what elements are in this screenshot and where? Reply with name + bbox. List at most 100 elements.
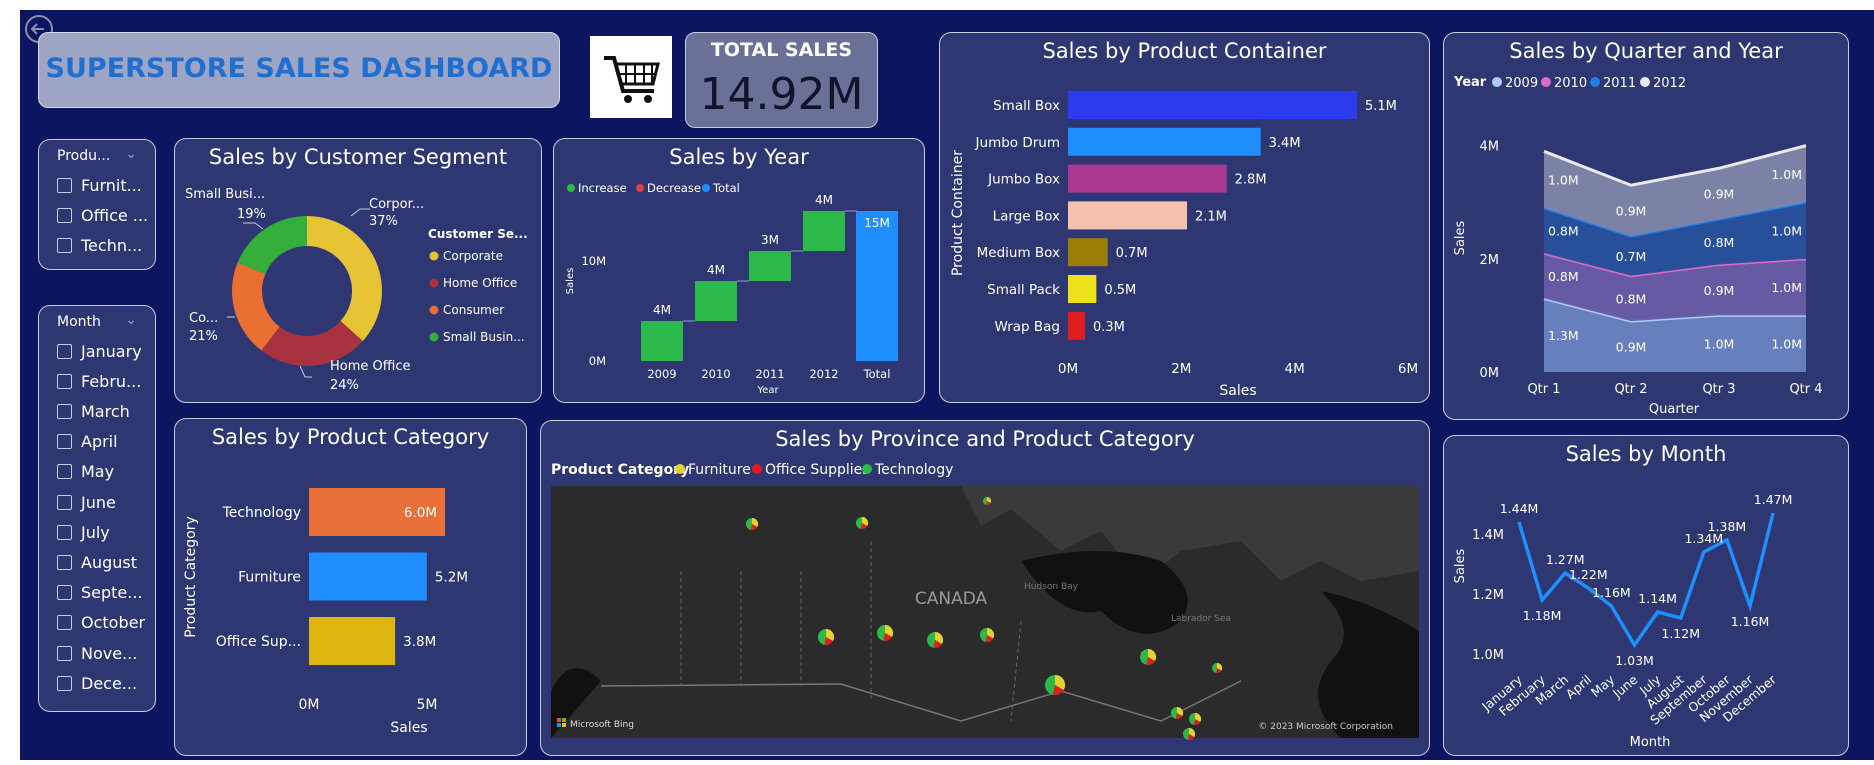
bar[interactable] bbox=[1068, 311, 1085, 340]
slicer-item[interactable]: October bbox=[57, 611, 145, 635]
bubble-slice bbox=[1177, 706, 1184, 716]
series-line bbox=[1543, 144, 1807, 187]
axis-title: Sales bbox=[1453, 220, 1468, 255]
bar[interactable] bbox=[1068, 201, 1187, 230]
bar[interactable] bbox=[1068, 238, 1108, 267]
slicer-item[interactable]: Septe... bbox=[57, 581, 143, 605]
waterfall-bar[interactable] bbox=[695, 281, 737, 321]
slicer-item[interactable]: July bbox=[57, 520, 110, 544]
data-label: 37% bbox=[369, 214, 398, 229]
card-title: Sales by Customer Segment bbox=[208, 145, 508, 169]
checkbox[interactable] bbox=[57, 403, 72, 419]
data-label: 0.8M bbox=[1704, 235, 1735, 250]
legend-label: Technology bbox=[874, 462, 953, 478]
legend-label: Increase bbox=[578, 181, 627, 195]
bubble-slice bbox=[987, 496, 992, 503]
checkbox[interactable] bbox=[57, 615, 72, 631]
tick-label: Qtr 4 bbox=[1789, 382, 1822, 397]
tick-label: 0M bbox=[1058, 361, 1078, 377]
donut-slice[interactable] bbox=[232, 262, 280, 351]
legend-label: 2012 bbox=[1653, 76, 1686, 91]
tick-label: Qtr 1 bbox=[1527, 382, 1560, 397]
checkbox[interactable] bbox=[57, 434, 72, 450]
area-band[interactable] bbox=[1544, 202, 1806, 276]
waterfall-bar[interactable] bbox=[641, 321, 683, 361]
data-label: 3.4M bbox=[1269, 136, 1301, 151]
tick-label: Medium Box bbox=[977, 245, 1060, 261]
bar[interactable] bbox=[309, 617, 396, 665]
slicer-title: Produ... bbox=[57, 148, 111, 164]
waterfall-bar[interactable] bbox=[856, 211, 898, 361]
product-category-card: Sales by Product Category Product Catego… bbox=[174, 418, 527, 756]
data-label: 1.16M bbox=[1592, 585, 1631, 600]
data-label: 0.8M bbox=[1548, 269, 1579, 284]
checkbox[interactable] bbox=[57, 524, 72, 540]
data-label: 1.03M bbox=[1615, 653, 1654, 668]
checkbox[interactable] bbox=[57, 494, 72, 510]
waterfall-bar[interactable] bbox=[749, 251, 791, 281]
slicer-item[interactable]: May bbox=[57, 460, 114, 484]
month-slicer[interactable]: Month ⌄ January Febru... March April May June… bbox=[38, 305, 156, 712]
data-label: 0.8M bbox=[1548, 224, 1579, 239]
bar[interactable] bbox=[309, 552, 427, 601]
province-map-card: Sales by Province and Product Category P… bbox=[540, 420, 1430, 756]
bar[interactable] bbox=[309, 488, 445, 536]
data-label: 1.27M bbox=[1546, 552, 1585, 567]
slicer-item[interactable]: Febru... bbox=[57, 369, 141, 393]
slicer-item[interactable]: Office ... bbox=[57, 203, 148, 227]
checkbox[interactable] bbox=[57, 645, 72, 661]
area-band[interactable] bbox=[1544, 253, 1806, 322]
checkbox[interactable] bbox=[57, 177, 72, 193]
area-band[interactable] bbox=[1544, 145, 1806, 237]
slicer-item[interactable]: Furnit... bbox=[57, 173, 142, 197]
checkbox[interactable] bbox=[57, 237, 72, 253]
bubble-slice bbox=[935, 631, 944, 644]
bar[interactable] bbox=[1068, 164, 1227, 193]
slicer-item-label: July bbox=[81, 522, 110, 542]
slicer-item[interactable]: June bbox=[57, 490, 116, 514]
bubble-slice bbox=[1175, 713, 1183, 720]
data-label: 0.8M bbox=[1616, 291, 1647, 306]
bing-logo-icon bbox=[557, 723, 561, 727]
legend-marker bbox=[752, 464, 762, 474]
product-category-slicer[interactable]: Produ... ⌄ Furnit... Office ... Techn... bbox=[38, 139, 156, 270]
slicer-item[interactable]: Dece... bbox=[57, 671, 137, 695]
bar[interactable] bbox=[1068, 91, 1357, 119]
chevron-down-icon[interactable]: ⌄ bbox=[125, 312, 137, 328]
checkbox[interactable] bbox=[57, 343, 72, 359]
legend-marker bbox=[702, 184, 710, 192]
slicer-item[interactable]: August bbox=[57, 550, 137, 574]
slicer-item[interactable]: Techn... bbox=[57, 233, 142, 257]
legend-marker bbox=[1590, 77, 1600, 87]
slicer-item[interactable]: March bbox=[57, 399, 130, 423]
slicer-item[interactable]: April bbox=[57, 430, 118, 454]
data-label: 6.0M bbox=[404, 505, 437, 521]
series-line[interactable] bbox=[1517, 512, 1775, 649]
tick-label: Jumbo Drum bbox=[975, 135, 1060, 151]
checkbox[interactable] bbox=[57, 207, 72, 223]
donut-slice[interactable] bbox=[237, 216, 307, 274]
bar[interactable] bbox=[1068, 127, 1261, 156]
tick-label: Office Sup... bbox=[216, 634, 301, 650]
bubble-slice bbox=[933, 640, 942, 649]
slicer-item[interactable]: January bbox=[57, 339, 142, 363]
checkbox[interactable] bbox=[57, 554, 72, 570]
legend-title: Product Category bbox=[551, 462, 689, 478]
legend-marker bbox=[429, 251, 439, 261]
donut-slice[interactable] bbox=[307, 216, 382, 342]
waterfall-bar[interactable] bbox=[803, 211, 845, 251]
donut-slice[interactable] bbox=[261, 321, 363, 366]
checkbox[interactable] bbox=[57, 585, 72, 601]
checkbox[interactable] bbox=[57, 373, 72, 389]
checkbox[interactable] bbox=[57, 464, 72, 480]
slicer-item-label: Dece... bbox=[81, 673, 138, 693]
bar[interactable] bbox=[1068, 275, 1097, 303]
data-label: 0.7M bbox=[1616, 249, 1647, 264]
checkbox[interactable] bbox=[57, 675, 72, 691]
data-label: 2.8M bbox=[1235, 173, 1267, 188]
chevron-down-icon[interactable]: ⌄ bbox=[125, 146, 137, 162]
country-label: CANADA bbox=[915, 589, 988, 609]
slicer-item[interactable]: Nove... bbox=[57, 641, 137, 665]
data-label: Home Office bbox=[330, 359, 410, 374]
